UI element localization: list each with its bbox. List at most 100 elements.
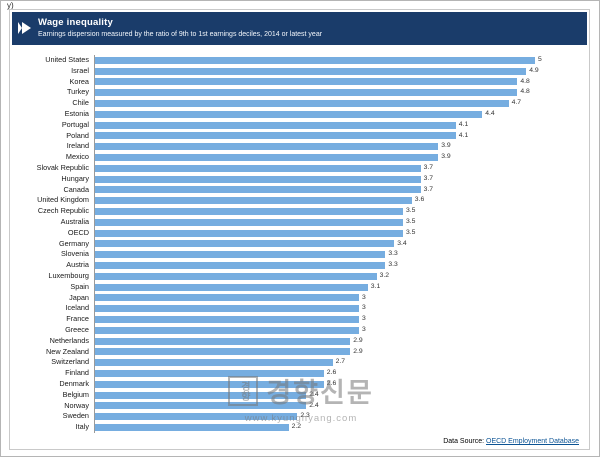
bar-track: 3.6	[94, 195, 585, 207]
bar-track: 3	[94, 324, 585, 336]
country-label: Italy	[75, 422, 89, 432]
value-label: 3.5	[406, 207, 416, 215]
value-label: 3	[362, 315, 366, 323]
bar-track: 2.2	[94, 422, 585, 433]
bar	[95, 78, 518, 86]
bar-track: 3	[94, 292, 585, 304]
chart-row: Greece 3	[14, 324, 585, 336]
value-label: 3.1	[370, 282, 381, 290]
bar-track: 3	[94, 303, 585, 315]
chart-row: Denmark 2.6	[14, 378, 585, 390]
bar	[95, 262, 386, 270]
value-label: 5	[538, 56, 542, 63]
value-label: 3.6	[414, 196, 425, 204]
country-label: Mexico	[65, 152, 89, 162]
country-label: Estonia	[64, 108, 89, 118]
chart-row: Israel 4.9	[14, 65, 585, 77]
country-label: Australia	[60, 216, 89, 226]
chart-header: Wage inequality Earnings dispersion meas…	[12, 12, 587, 45]
chart-row: Switzerland 2.7	[14, 357, 585, 369]
chart-row: Poland 4.1	[14, 130, 585, 142]
bar	[95, 143, 439, 151]
bar	[95, 208, 403, 216]
data-source-link[interactable]: OECD Employment Database	[486, 438, 579, 445]
bar-track: 3.9	[94, 141, 585, 153]
bar	[95, 316, 359, 324]
country-label: Canada	[63, 184, 89, 194]
value-label: 3.5	[406, 217, 416, 225]
bar	[95, 67, 527, 75]
country-label: OECD	[67, 227, 89, 237]
chart-row: United Kingdom 3.6	[14, 195, 585, 207]
chart-row: Germany 3.4	[14, 238, 585, 250]
bar-track: 2.9	[94, 346, 585, 358]
page-corner-text: y)	[7, 1, 14, 10]
chart-row: New Zealand 2.9	[14, 346, 585, 358]
bar	[95, 380, 324, 388]
chart-title: Wage inequality	[38, 17, 113, 28]
country-label: Luxembourg	[48, 270, 89, 280]
country-label: Chile	[72, 98, 89, 108]
bar	[95, 370, 324, 377]
bar	[95, 121, 456, 129]
value-label: 3.5	[406, 228, 416, 236]
chart-row: Spain 3.1	[14, 281, 585, 293]
bar	[95, 272, 377, 280]
chart-row: Italy 2.2	[14, 422, 585, 433]
chart-row: Hungary 3.7	[14, 173, 585, 185]
bar	[95, 359, 333, 367]
value-label: 4.1	[458, 131, 469, 139]
value-label: 4.1	[458, 120, 469, 128]
bar-track: 2.4	[94, 389, 585, 401]
bar-track: 3.5	[94, 216, 585, 228]
bar	[95, 326, 359, 334]
bar	[95, 337, 351, 345]
value-label: 3.3	[388, 250, 398, 258]
value-label: 3.7	[423, 185, 434, 193]
bar	[95, 110, 483, 118]
country-label: Germany	[58, 238, 89, 248]
bar-track: 3.3	[94, 260, 585, 271]
country-label: Israel	[71, 65, 89, 75]
value-label: 2.4	[309, 390, 319, 398]
country-label: Belgium	[62, 389, 89, 399]
bar	[95, 56, 535, 64]
value-label: 2.7	[335, 358, 346, 366]
chart-row: Chile 4.7	[14, 98, 585, 109]
chart-row: Estonia 4.4	[14, 108, 585, 120]
bar	[95, 132, 456, 140]
country-label: Slovenia	[61, 249, 89, 259]
country-label: Switzerland	[51, 357, 89, 367]
country-label: Turkey	[66, 87, 89, 97]
chart-row: Canada 3.7	[14, 184, 585, 196]
chart-row: Sweden 2.3	[14, 411, 585, 423]
country-label: Netherlands	[49, 335, 89, 345]
chart-row: Slovak Republic 3.7	[14, 162, 585, 174]
bar-track: 3.5	[94, 206, 585, 217]
bar-track: 2.9	[94, 335, 585, 347]
bar	[95, 175, 421, 183]
value-label: 3.9	[441, 153, 451, 161]
chart-row: United States 5	[14, 55, 585, 66]
bar	[95, 251, 386, 259]
bar	[95, 218, 403, 226]
bar-track: 3.9	[94, 152, 585, 163]
country-label: France	[66, 314, 89, 324]
value-label: 4.4	[485, 109, 495, 117]
bar	[95, 413, 298, 421]
bar-track: 4.9	[94, 65, 585, 77]
chart-row: Luxembourg 3.2	[14, 270, 585, 282]
value-label: 2.9	[353, 347, 363, 355]
chart-row: Norway 2.4	[14, 400, 585, 412]
value-label: 2.2	[291, 423, 302, 431]
bar	[95, 348, 351, 356]
bar-track: 4.4	[94, 108, 585, 120]
chart-row: OECD 3.5	[14, 227, 585, 239]
chart-row: Belgium 2.4	[14, 389, 585, 401]
chart-panel: Wage inequality Earnings dispersion meas…	[9, 9, 590, 450]
value-label: 4.7	[511, 99, 522, 107]
country-label: Korea	[69, 76, 89, 86]
value-label: 3.4	[397, 239, 407, 247]
country-label: Slovak Republic	[36, 162, 89, 172]
country-label: Portugal	[61, 119, 89, 129]
